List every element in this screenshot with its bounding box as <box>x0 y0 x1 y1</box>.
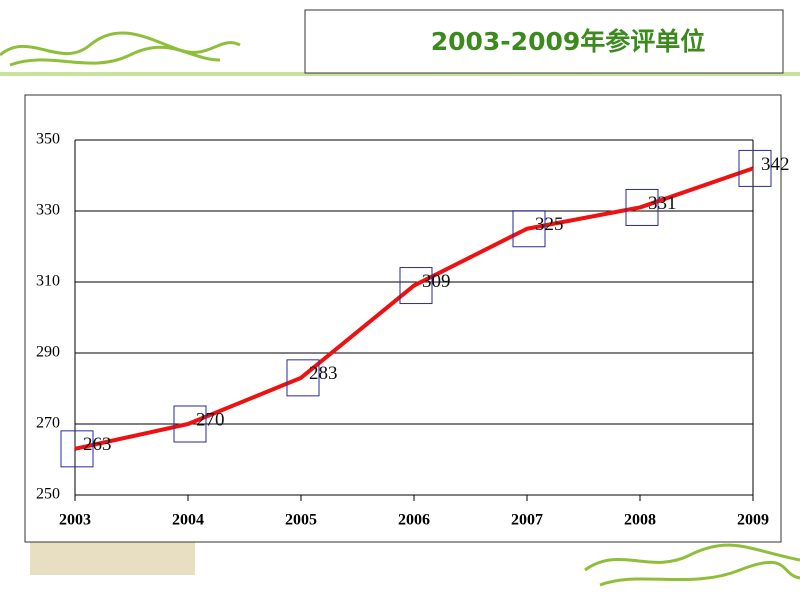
chart-frame <box>24 94 782 543</box>
floral-border <box>30 540 195 575</box>
data-marker <box>625 188 659 226</box>
x-tick-label: 2006 <box>398 512 430 529</box>
x-tick-label: 2007 <box>511 512 543 529</box>
data-label: 331 <box>648 193 677 214</box>
y-tick-label: 250 <box>36 486 60 503</box>
data-marker <box>399 267 433 305</box>
data-marker <box>173 405 207 443</box>
data-marker <box>286 359 320 397</box>
x-tick-label: 2003 <box>59 512 91 529</box>
data-marker <box>738 149 772 187</box>
data-marker <box>60 430 94 468</box>
y-tick-label: 290 <box>36 344 60 361</box>
data-label: 263 <box>83 434 112 455</box>
chart-title: 2003-2009年参评单位 <box>431 27 706 56</box>
floral-swirl <box>599 560 800 587</box>
decoration <box>0 31 800 587</box>
floral-swirl <box>584 543 800 572</box>
floral-swirl <box>0 31 241 57</box>
header-rule <box>0 72 800 76</box>
x-tick-label: 2004 <box>172 512 204 529</box>
y-tick-label: 310 <box>36 273 60 290</box>
data-label: 309 <box>422 271 451 292</box>
data-label: 270 <box>196 409 225 430</box>
x-tick-label: 2009 <box>737 512 769 529</box>
data-label: 342 <box>761 154 790 175</box>
title-box <box>304 9 784 74</box>
floral-swirl <box>9 45 221 67</box>
y-tick-label: 350 <box>36 131 60 148</box>
y-tick-label: 270 <box>36 415 60 432</box>
data-line <box>74 166 754 451</box>
y-tick-label: 330 <box>36 202 60 219</box>
data-marker <box>512 210 546 248</box>
data-label: 325 <box>535 214 564 235</box>
data-label: 283 <box>309 363 338 384</box>
x-tick-label: 2005 <box>285 512 317 529</box>
x-tick-label: 2008 <box>624 512 656 529</box>
